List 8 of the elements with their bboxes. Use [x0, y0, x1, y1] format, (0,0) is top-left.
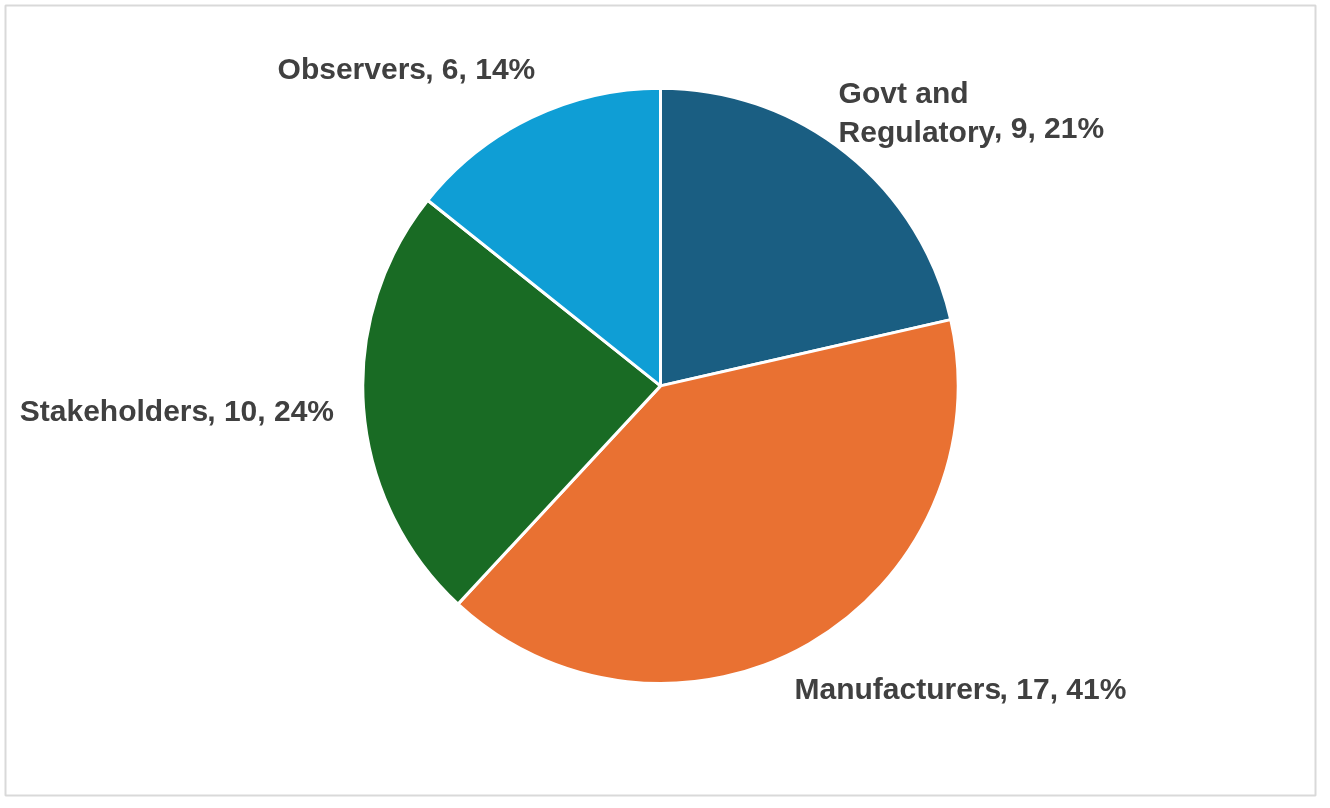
- data-label: , 10, 24%: [207, 394, 335, 428]
- slice-label: Observers: [277, 51, 427, 85]
- data-label: , 17, 41%: [999, 672, 1127, 706]
- data-label: , 9, 21%: [994, 111, 1105, 145]
- slice-label: Stakeholders: [19, 394, 209, 428]
- slice-label: Govt and Regulatory: [838, 75, 996, 149]
- slice-label: Manufacturers: [794, 672, 1002, 706]
- data-label: , 6, 14%: [425, 51, 536, 85]
